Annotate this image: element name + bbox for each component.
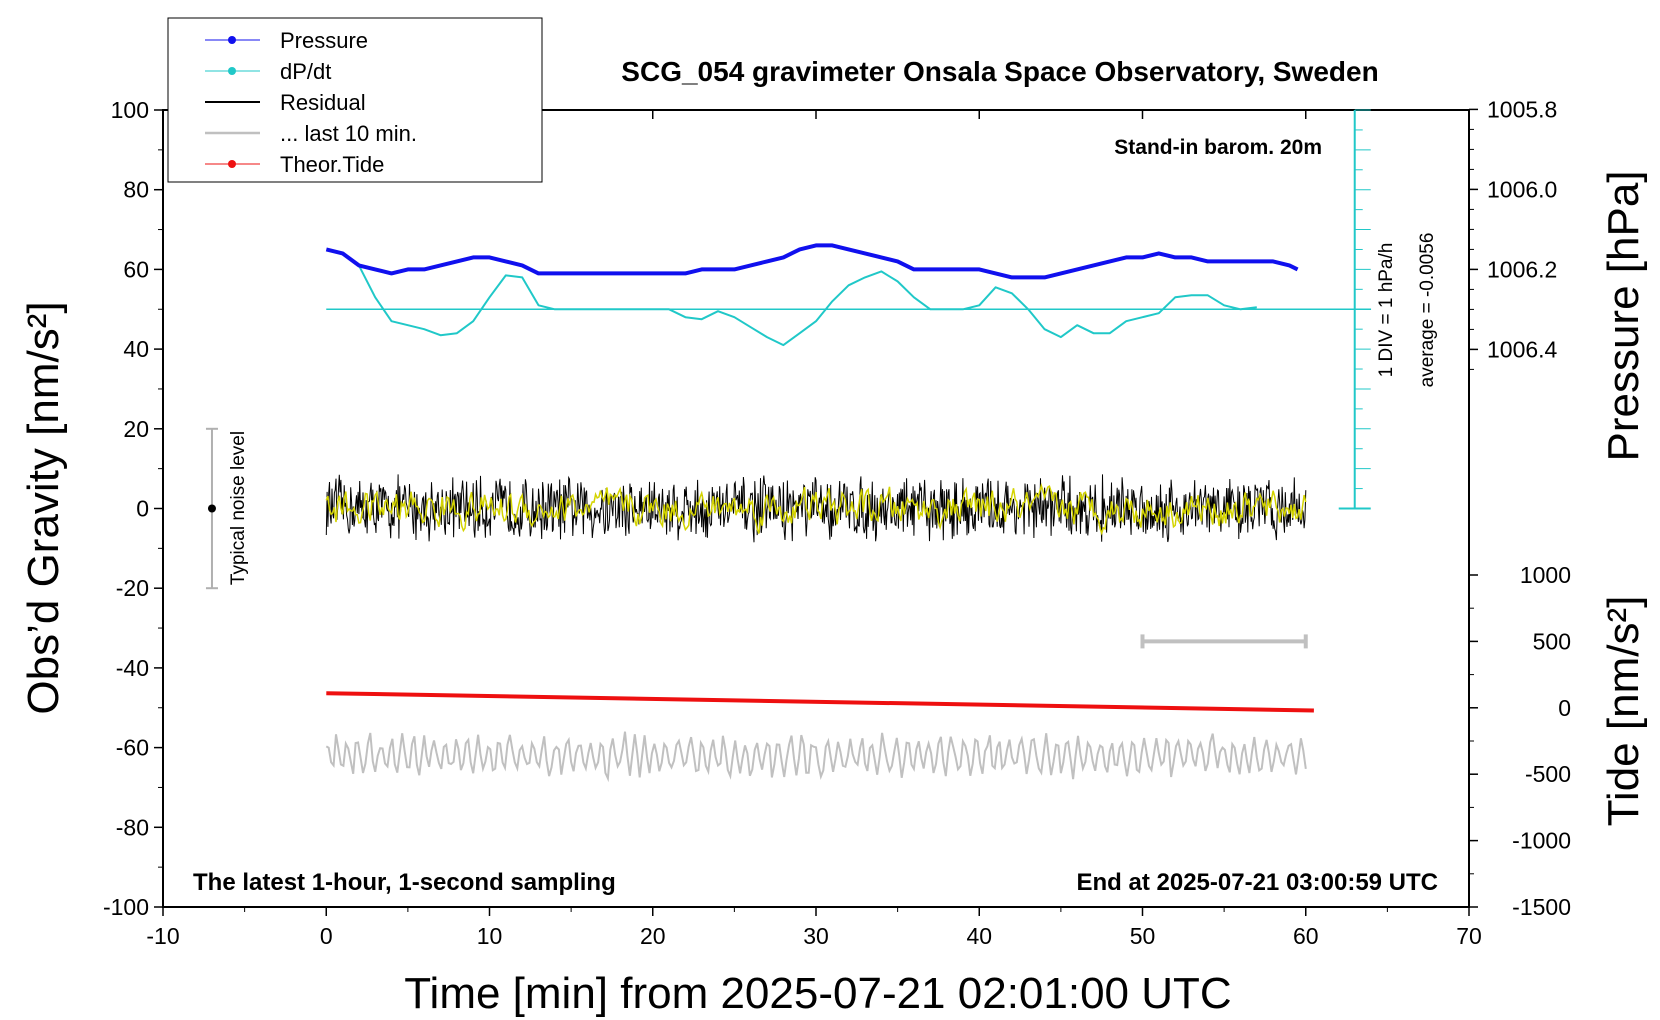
y-tick-label: -40 xyxy=(116,655,149,681)
y-tick-label: 80 xyxy=(123,177,149,203)
residual-line xyxy=(325,474,1307,543)
series-lines xyxy=(205,109,1372,783)
latest-annotation: The latest 1-hour, 1-second sampling xyxy=(193,869,616,896)
average-annotation: average = -0.0056 xyxy=(1417,233,1438,388)
y-tick-label: 40 xyxy=(123,336,149,362)
y-tick-label: -60 xyxy=(116,735,149,761)
tide-tick-label: -500 xyxy=(1525,761,1571,787)
y-tick-label: -80 xyxy=(116,814,149,840)
y-tick-label: 0 xyxy=(136,496,149,522)
legend-marker xyxy=(228,160,236,168)
x-tick-label: 60 xyxy=(1293,923,1319,949)
dpdt-line xyxy=(358,264,1257,347)
x-axis-label: Time [min] from 2025-07-21 02:01:00 UTC xyxy=(404,969,1231,1018)
noise-level-annotation: Typical noise level xyxy=(228,431,249,585)
tide-line xyxy=(326,691,1314,713)
chart-title: SCG_054 gravimeter Onsala Space Observat… xyxy=(621,56,1378,87)
x-tick-label: 10 xyxy=(477,923,503,949)
legend-label: dP/dt xyxy=(280,59,331,84)
pressure-line xyxy=(325,243,1299,280)
tide-axis-label: Tide [nm/s²] xyxy=(1599,596,1648,827)
pressure-tick-label: 1006.0 xyxy=(1487,176,1557,202)
y-axis-label: Obs’d Gravity [nm/s²] xyxy=(19,301,68,714)
x-tick-label: 30 xyxy=(803,923,829,949)
legend-label: Theor.Tide xyxy=(280,152,384,177)
x-tick-label: 50 xyxy=(1130,923,1156,949)
legend-marker xyxy=(228,67,236,75)
tide-tick-label: 1000 xyxy=(1520,562,1571,588)
x-tick-label: 70 xyxy=(1456,923,1482,949)
barometer-annotation: Stand-in barom. 20m xyxy=(1114,136,1322,159)
pressure-tick-label: 1005.8 xyxy=(1487,96,1557,122)
y-tick-label: 20 xyxy=(123,416,149,442)
y-tick-label: 100 xyxy=(111,97,149,123)
pressure-tick-label: 1006.4 xyxy=(1487,336,1558,362)
tide-tick-label: -1000 xyxy=(1512,828,1571,854)
legend: Pressure dP/dt Residual ... last 10 min. The… xyxy=(167,17,543,183)
y-tick-label: -100 xyxy=(103,894,149,920)
x-tick-label: 40 xyxy=(966,923,992,949)
x-tick-label: -10 xyxy=(146,923,179,949)
legend-label: Pressure xyxy=(280,28,368,53)
tide-tick-label: 0 xyxy=(1558,695,1571,721)
x-tick-label: 20 xyxy=(640,923,666,949)
x-tick-label: 0 xyxy=(320,923,333,949)
pressure-tick-label: 1006.2 xyxy=(1487,256,1557,282)
legend-box xyxy=(167,17,543,183)
div-annotation: 1 DIV = 1 hPa/h xyxy=(1376,243,1397,378)
y-tick-label: -20 xyxy=(116,575,149,601)
pressure-axis-label: Pressure [hPa] xyxy=(1599,170,1648,461)
legend-label: Residual xyxy=(280,90,366,115)
end-time-annotation: End at 2025-07-21 03:00:59 UTC xyxy=(1077,869,1439,896)
legend-marker xyxy=(228,36,236,44)
axis-tick-labels: -10 0 10 20 30 40 50 60 70100806040200-20-40-60-… xyxy=(103,96,1571,949)
y-tick-label: 60 xyxy=(123,256,149,282)
last10-line xyxy=(325,482,1307,536)
tide-tick-label: -1500 xyxy=(1512,894,1571,920)
noise-level-point xyxy=(207,504,216,513)
tide-tick-label: 500 xyxy=(1533,628,1571,654)
legend-entries: Pressure dP/dt Residual ... last 10 min. The… xyxy=(205,28,417,177)
noise-trace-line xyxy=(325,731,1307,783)
legend-label: ... last 10 min. xyxy=(280,121,417,146)
